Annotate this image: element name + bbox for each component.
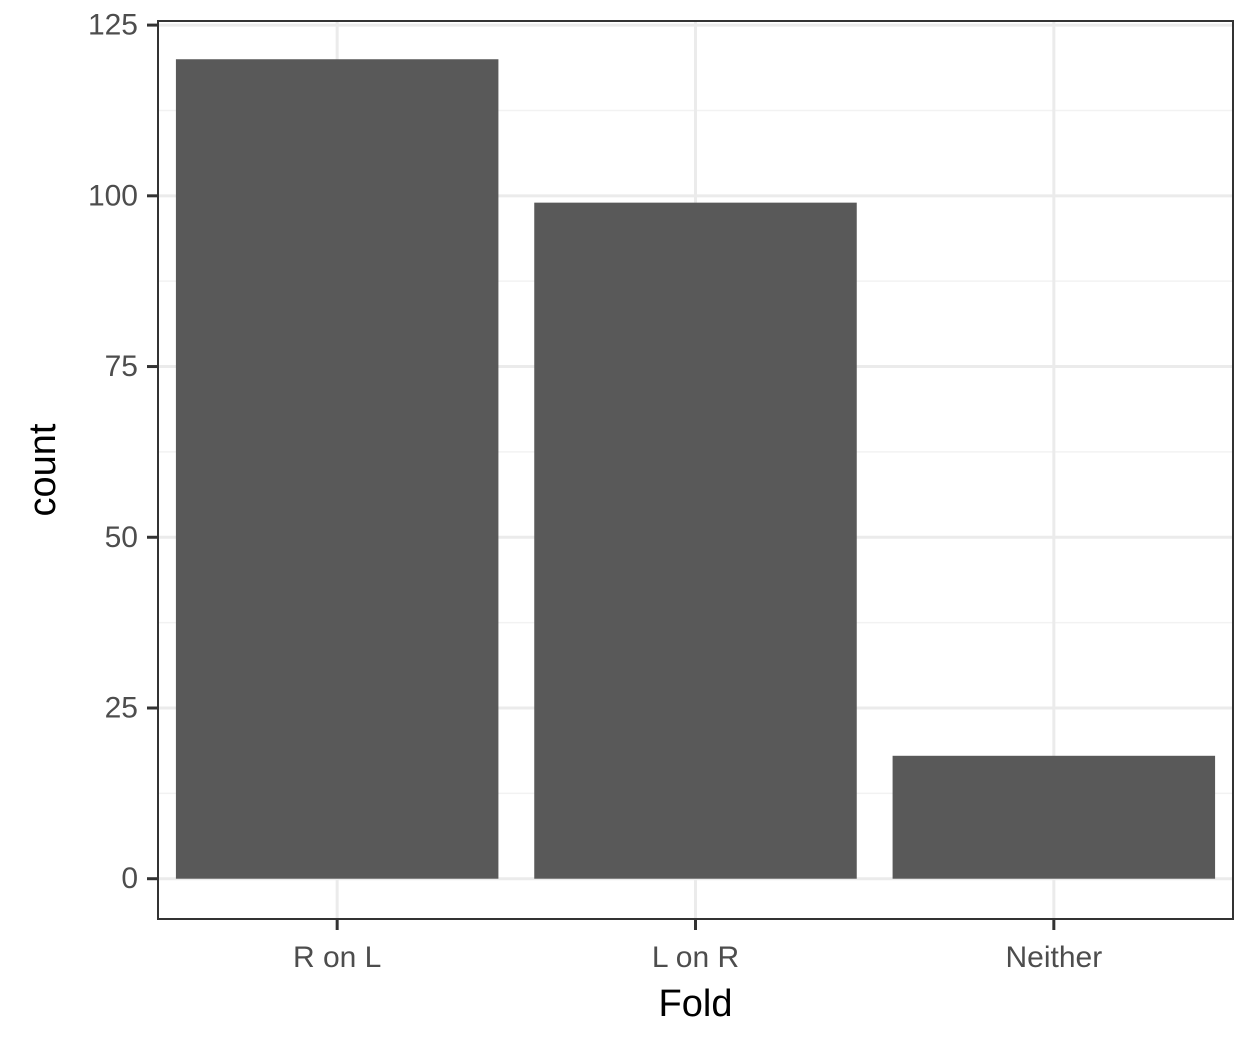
y-tick-label: 50 — [105, 521, 138, 554]
y-tick-label: 100 — [88, 179, 138, 212]
y-tick-label: 25 — [105, 691, 138, 724]
x-tick-label: Neither — [1005, 941, 1102, 974]
x-tick-label: R on L — [293, 941, 381, 974]
x-axis-title: Fold — [659, 983, 733, 1025]
y-axis-title: count — [22, 423, 64, 516]
y-tick-label: 0 — [121, 862, 138, 895]
y-tick-label: 75 — [105, 350, 138, 383]
bar-r-on-l — [176, 59, 499, 878]
bar-l-on-r — [534, 203, 857, 879]
x-tick-label: L on R — [652, 941, 739, 974]
bar-neither — [893, 756, 1215, 879]
y-tick-label: 125 — [88, 9, 138, 42]
